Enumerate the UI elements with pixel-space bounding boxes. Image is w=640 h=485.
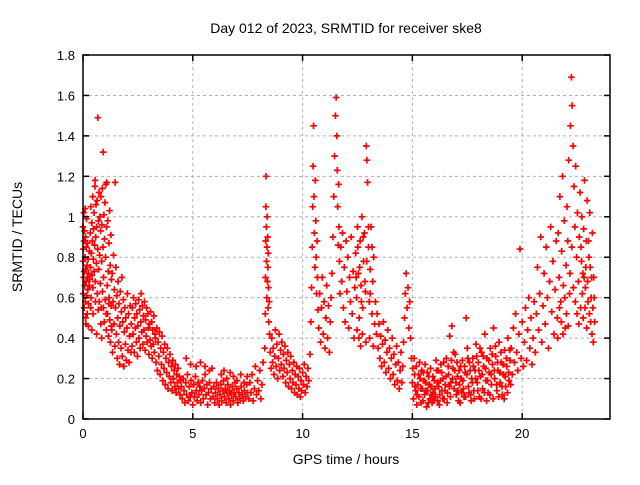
y-tick-label: 0.4 <box>57 331 75 346</box>
chart-title: Day 012 of 2023, SRMTID for receiver ske… <box>210 20 482 36</box>
gridlines <box>83 55 610 419</box>
y-tick-label: 0 <box>68 412 75 427</box>
y-tick-labels: 0 0.2 0.4 0.6 0.8 1 1.2 1.4 1.6 1.8 <box>57 48 75 427</box>
y-tick-label: 0.8 <box>57 250 75 265</box>
y-tick-label: 1 <box>68 210 75 225</box>
x-tick-label: 5 <box>189 426 196 441</box>
plot-border <box>82 54 611 420</box>
y-tick-label: 1.4 <box>57 129 75 144</box>
x-axis-label: GPS time / hours <box>293 451 400 467</box>
y-tick-label: 0.2 <box>57 372 75 387</box>
x-tick-labels: 0 5 10 15 20 <box>79 426 529 441</box>
y-tick-label: 1.6 <box>57 88 75 103</box>
x-tick-label: 10 <box>295 426 309 441</box>
x-tick-label: 0 <box>79 426 86 441</box>
y-tick-label: 0.6 <box>57 291 75 306</box>
y-tick-label: 1.8 <box>57 48 75 63</box>
x-tick-label: 20 <box>515 426 529 441</box>
y-axis-label: SRMTID / TECUs <box>9 182 25 292</box>
y-tick-label: 1.2 <box>57 169 75 184</box>
x-tick-label: 15 <box>405 426 419 441</box>
